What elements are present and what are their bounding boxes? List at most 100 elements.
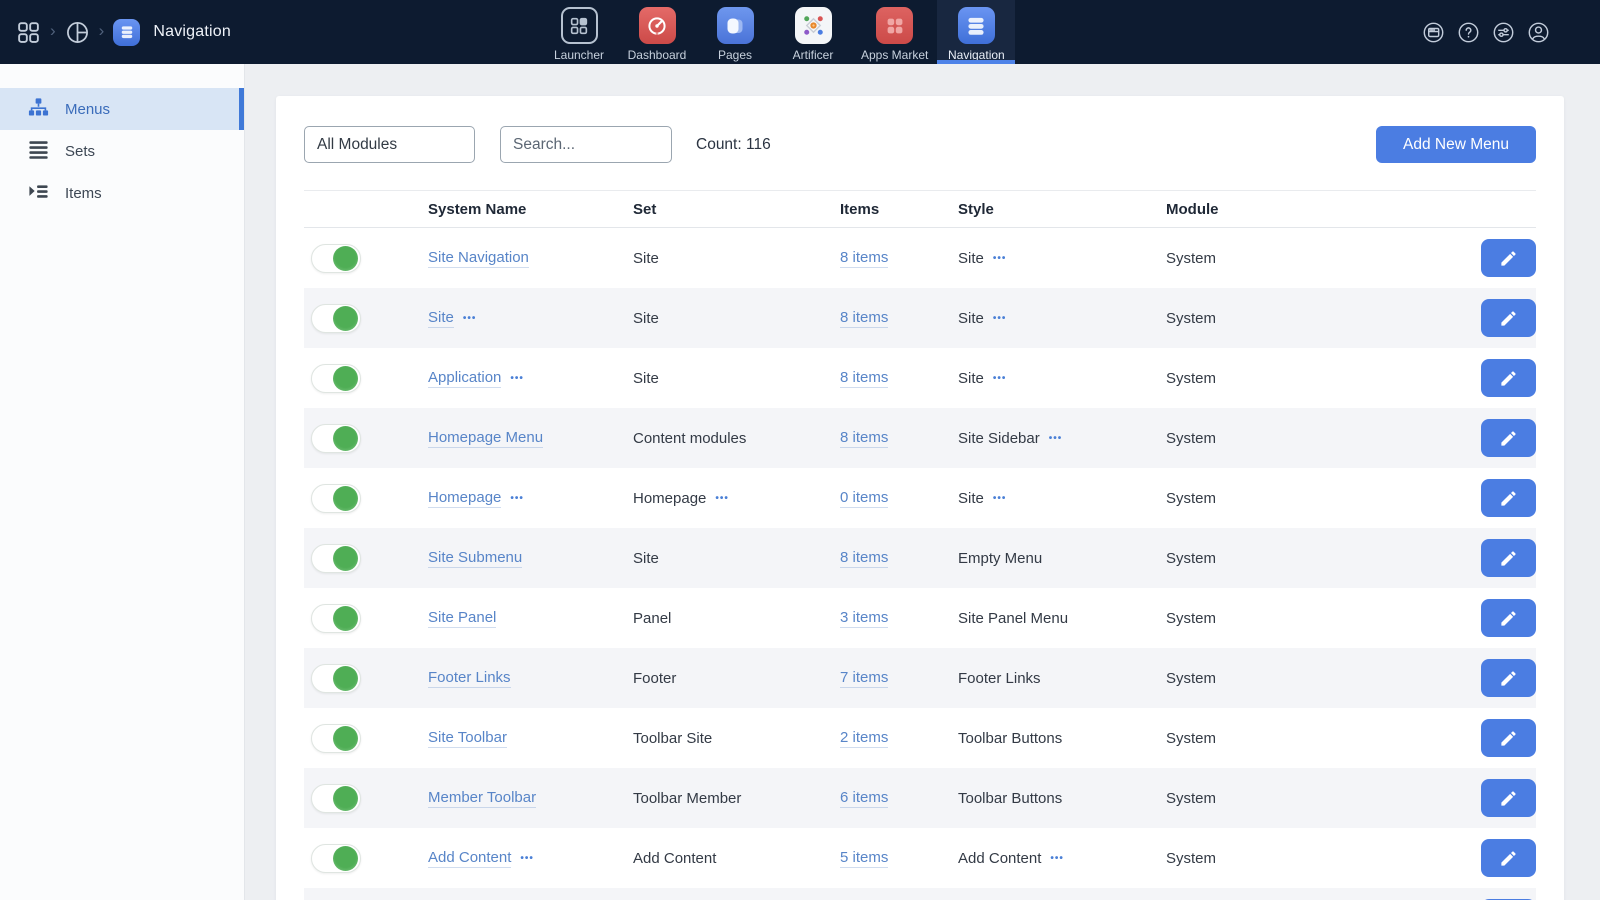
edit-button[interactable]: [1481, 479, 1536, 517]
menu-name-link[interactable]: Homepage: [428, 488, 502, 508]
indent-list-icon: [27, 180, 50, 207]
items-link[interactable]: 8 items: [840, 548, 889, 568]
items-link[interactable]: 8 items: [840, 248, 889, 268]
enable-toggle[interactable]: [311, 423, 361, 453]
enable-toggle[interactable]: [311, 843, 361, 873]
sidebar-item-sets[interactable]: Sets: [0, 130, 244, 172]
name-more-dots-icon[interactable]: •••: [510, 372, 524, 384]
app-tab-label: Artificer: [792, 48, 834, 62]
changelog-icon[interactable]: [1422, 21, 1445, 44]
app-tab-navigation[interactable]: Navigation: [937, 0, 1016, 64]
set-cell: Site •••: [633, 550, 840, 567]
edit-button[interactable]: [1481, 419, 1536, 457]
style-more-dots-icon[interactable]: •••: [1050, 852, 1064, 864]
items-cell: 8 items: [840, 309, 958, 328]
table-header: System Name Set Items Style Module: [304, 191, 1536, 228]
module-filter-value: All Modules: [317, 135, 398, 153]
sitemap-icon: [27, 96, 50, 123]
set-value: Add Content: [633, 849, 717, 867]
edit-button[interactable]: [1481, 719, 1536, 757]
edit-button[interactable]: [1481, 839, 1536, 877]
enable-toggle[interactable]: [311, 603, 361, 633]
enable-toggle[interactable]: [311, 783, 361, 813]
items-link[interactable]: 8 items: [840, 308, 889, 328]
items-link[interactable]: 7 items: [840, 668, 889, 688]
menu-name-link[interactable]: Site Panel: [428, 608, 497, 628]
edit-button[interactable]: [1481, 779, 1536, 817]
add-new-menu-button[interactable]: Add New Menu: [1376, 126, 1536, 163]
name-more-dots-icon[interactable]: •••: [510, 492, 524, 504]
pencil-icon: [1501, 430, 1516, 446]
enable-toggle[interactable]: [311, 723, 361, 753]
actions-cell: [1477, 719, 1536, 757]
table-row: Site Submenu ••• Site ••• 8 items Empty …: [304, 528, 1536, 588]
enable-toggle[interactable]: [311, 663, 361, 693]
preferences-icon[interactable]: [1492, 21, 1515, 44]
menu-name-link[interactable]: Site: [428, 308, 454, 328]
apps-grid-icon[interactable]: [16, 20, 41, 45]
style-cell: Empty Menu •••: [958, 550, 1166, 567]
sidebar-item-label: Items: [65, 184, 102, 202]
app-tab-launcher[interactable]: Launcher: [540, 0, 618, 64]
artificer-icon: [794, 7, 832, 44]
edit-button[interactable]: [1481, 659, 1536, 697]
module-value: System: [1166, 849, 1217, 867]
app-tab-apps-market[interactable]: Apps Market: [852, 0, 937, 64]
menu-name-link[interactable]: Member Toolbar: [428, 788, 537, 808]
app-tab-label: Launcher: [553, 48, 605, 62]
edit-button[interactable]: [1481, 539, 1536, 577]
style-more-dots-icon[interactable]: •••: [1048, 432, 1063, 444]
app-tab-dashboard[interactable]: Dashboard: [618, 0, 696, 64]
items-link[interactable]: 2 items: [840, 728, 889, 748]
edit-button[interactable]: [1481, 299, 1536, 337]
menu-name-link[interactable]: Homepage Menu: [428, 428, 544, 448]
enable-toggle[interactable]: [311, 363, 361, 393]
style-more-dots-icon[interactable]: •••: [992, 312, 1007, 324]
app-tab-artificer[interactable]: Artificer: [774, 0, 852, 64]
toggle-cell: [304, 243, 428, 273]
set-more-dots-icon[interactable]: •••: [715, 492, 729, 504]
edit-button[interactable]: [1481, 359, 1536, 397]
toggle-knob: [333, 245, 358, 271]
module-cell: System: [1166, 790, 1477, 807]
pencil-icon: [1501, 850, 1516, 866]
topbar-right-icons: [1422, 0, 1550, 64]
app-tab-pages[interactable]: Pages: [696, 0, 774, 64]
menu-name-link[interactable]: Add Content: [428, 848, 512, 868]
style-more-dots-icon[interactable]: •••: [992, 492, 1007, 504]
menu-name-link[interactable]: Site Navigation: [428, 248, 529, 268]
style-value: Site: [958, 369, 984, 387]
name-more-dots-icon[interactable]: •••: [462, 312, 477, 324]
list-lines-icon: [27, 138, 50, 165]
account-icon[interactable]: [1527, 21, 1550, 44]
items-link[interactable]: 6 items: [840, 788, 889, 808]
items-link[interactable]: 8 items: [840, 368, 889, 388]
menu-name-link[interactable]: Footer Links: [428, 668, 511, 688]
enable-toggle[interactable]: [311, 303, 361, 333]
style-more-dots-icon[interactable]: •••: [992, 372, 1007, 384]
items-link[interactable]: 5 items: [840, 848, 889, 868]
items-link[interactable]: 8 items: [840, 428, 889, 448]
help-icon[interactable]: [1457, 21, 1480, 44]
name-more-dots-icon[interactable]: •••: [520, 852, 534, 864]
enable-toggle[interactable]: [311, 543, 361, 573]
style-more-dots-icon[interactable]: •••: [992, 252, 1007, 264]
items-link[interactable]: 0 items: [840, 488, 889, 508]
system-name-cell: Footer Links •••: [428, 669, 633, 688]
menu-name-link[interactable]: Application: [428, 368, 502, 388]
module-filter-select[interactable]: All Modules: [304, 126, 475, 163]
sidebar-item-menus[interactable]: Menus: [0, 88, 244, 130]
menu-name-link[interactable]: Site Submenu: [428, 548, 523, 568]
site-pie-icon[interactable]: [65, 20, 90, 45]
menu-name-link[interactable]: Site Toolbar: [428, 728, 507, 748]
search-input[interactable]: [500, 126, 672, 163]
enable-toggle[interactable]: [311, 483, 361, 513]
edit-button[interactable]: [1481, 239, 1536, 277]
edit-button[interactable]: [1481, 599, 1536, 637]
navigation-app-icon[interactable]: [113, 18, 141, 46]
enable-toggle[interactable]: [311, 243, 361, 273]
sidebar-item-items[interactable]: Items: [0, 172, 244, 214]
items-cell: 5 items: [840, 849, 958, 868]
table-row: Add Content ••• Add Content ••• 5 items …: [304, 828, 1536, 888]
items-link[interactable]: 3 items: [840, 608, 889, 628]
